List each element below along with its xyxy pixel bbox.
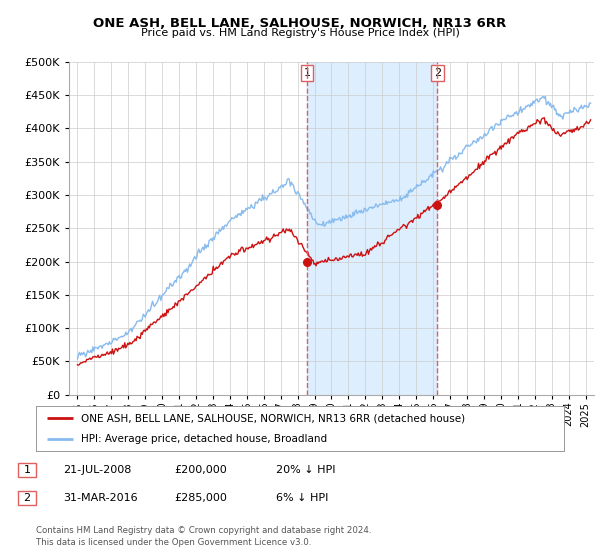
Text: 6% ↓ HPI: 6% ↓ HPI: [276, 493, 328, 503]
Text: Price paid vs. HM Land Registry's House Price Index (HPI): Price paid vs. HM Land Registry's House …: [140, 28, 460, 38]
Text: HPI: Average price, detached house, Broadland: HPI: Average price, detached house, Broa…: [81, 433, 327, 444]
Text: 21-JUL-2008: 21-JUL-2008: [63, 465, 131, 475]
Text: 20% ↓ HPI: 20% ↓ HPI: [276, 465, 335, 475]
Text: 1: 1: [304, 68, 310, 78]
Text: ONE ASH, BELL LANE, SALHOUSE, NORWICH, NR13 6RR: ONE ASH, BELL LANE, SALHOUSE, NORWICH, N…: [94, 17, 506, 30]
Text: 2: 2: [23, 493, 31, 503]
Text: 2: 2: [434, 68, 441, 78]
Text: ONE ASH, BELL LANE, SALHOUSE, NORWICH, NR13 6RR (detached house): ONE ASH, BELL LANE, SALHOUSE, NORWICH, N…: [81, 413, 465, 423]
Text: £285,000: £285,000: [174, 493, 227, 503]
Text: £200,000: £200,000: [174, 465, 227, 475]
Text: Contains HM Land Registry data © Crown copyright and database right 2024.
This d: Contains HM Land Registry data © Crown c…: [36, 526, 371, 547]
Bar: [307, 62, 437, 395]
Text: 31-MAR-2016: 31-MAR-2016: [63, 493, 137, 503]
Text: 1: 1: [23, 465, 31, 475]
